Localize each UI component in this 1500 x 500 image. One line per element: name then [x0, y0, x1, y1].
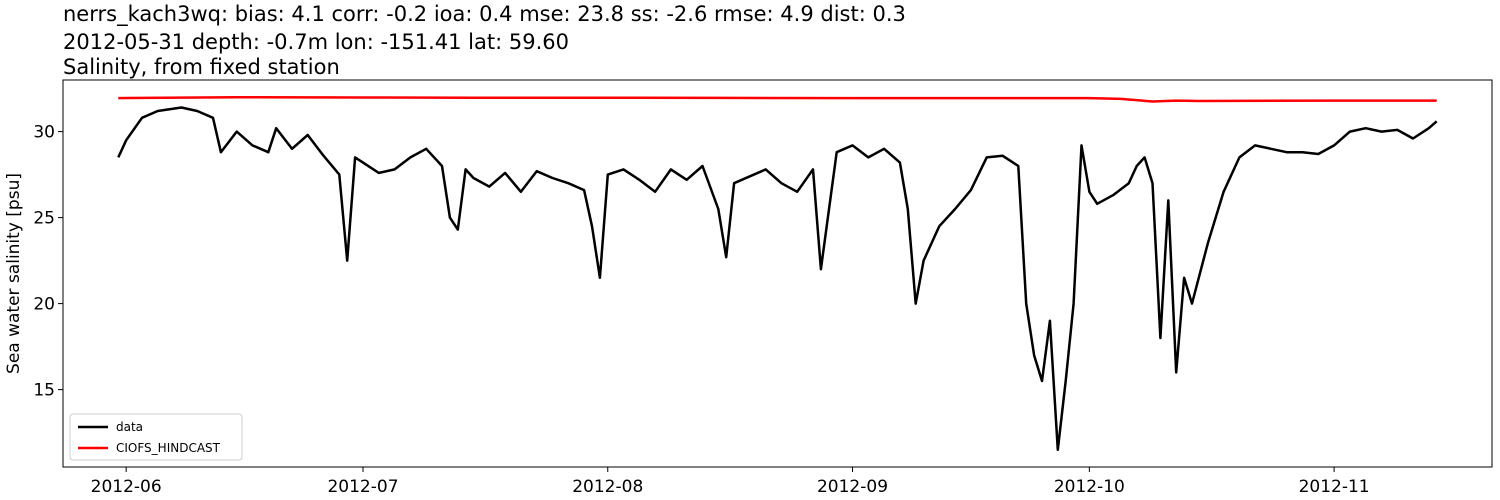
chart-subtitle-2: Salinity, from fixed station	[63, 55, 340, 79]
legend-box	[69, 413, 243, 461]
y-tick-label: 30	[33, 123, 55, 143]
x-tick-label: 2012-07	[327, 477, 398, 497]
series-layer	[117, 95, 1438, 452]
y-axis: 15 20 25 30	[33, 123, 63, 401]
x-tick-label: 2012-11	[1299, 477, 1370, 497]
series-line-data	[117, 106, 1438, 452]
chart-subtitle: 2012-05-31 depth: -0.7m lon: -151.41 lat…	[63, 30, 569, 54]
plot-area	[62, 79, 1493, 468]
y-tick-label: 20	[33, 295, 55, 315]
x-tick-label: 2012-06	[91, 477, 162, 497]
x-axis: 2012-06 2012-07 2012-08 2012-09 2012-10 2012-…	[91, 467, 1370, 497]
legend: data CIOFS_HINDCAST	[69, 413, 243, 461]
legend-label-data: data	[116, 420, 143, 434]
chart-title: nerrs_kach3wq: bias: 4.1 corr: -0.2 ioa:…	[63, 2, 906, 26]
y-tick-label: 15	[33, 381, 55, 401]
x-tick-label: 2012-10	[1054, 477, 1125, 497]
x-tick-label: 2012-09	[817, 477, 888, 497]
legend-label-ciofs-hindcast: CIOFS_HINDCAST	[116, 441, 221, 455]
series-line-ciofs-hindcast	[118, 95, 1437, 103]
y-axis-label: Sea water salinity [psu]	[4, 173, 24, 374]
y-tick-label: 25	[33, 209, 55, 229]
x-tick-label: 2012-08	[572, 477, 643, 497]
